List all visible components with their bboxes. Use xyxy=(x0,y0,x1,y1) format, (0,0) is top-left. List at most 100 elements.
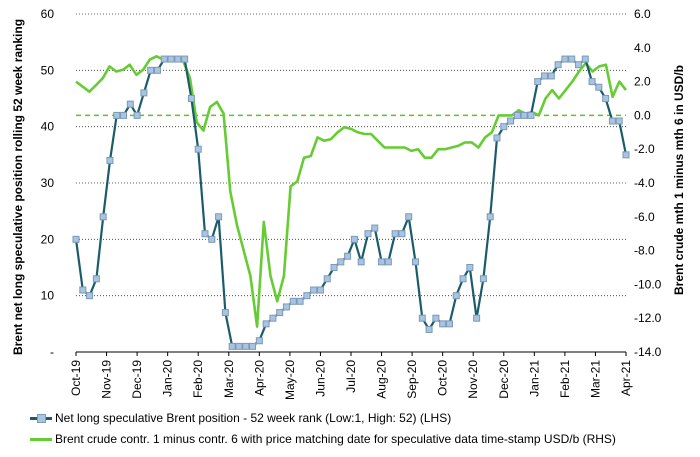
x-tick-label: May-20 xyxy=(283,360,297,400)
lhs-data-point xyxy=(242,342,250,350)
lhs-data-point xyxy=(425,325,433,333)
lhs-data-point xyxy=(574,61,582,69)
x-tick-label: Mar-20 xyxy=(222,360,236,398)
lhs-data-point xyxy=(303,292,311,300)
lhs-data-point xyxy=(554,61,562,69)
lhs-data-point xyxy=(120,111,128,119)
lhs-data-point xyxy=(507,117,515,125)
lhs-data-point xyxy=(452,292,460,300)
x-tick-label: Dec-19 xyxy=(130,360,144,399)
lhs-data-point xyxy=(99,213,107,221)
lhs-data-point xyxy=(289,297,297,305)
lhs-data-point xyxy=(608,117,616,125)
x-tick-label: Oct-20 xyxy=(436,360,450,396)
x-tick-label: Jul-20 xyxy=(344,360,358,393)
lhs-data-point xyxy=(500,123,508,131)
lhs-data-point xyxy=(167,55,175,63)
lhs-data-point xyxy=(350,235,358,243)
lhs-data-point xyxy=(276,309,284,317)
lhs-data-point xyxy=(418,314,426,322)
x-tick-label: Nov-20 xyxy=(466,360,480,399)
lhs-data-point xyxy=(160,55,168,63)
lhs-data-point xyxy=(602,95,610,102)
lhs-data-point xyxy=(520,111,528,119)
lhs-data-point xyxy=(113,111,121,119)
legend: Net long speculative Brent position - 52… xyxy=(30,407,616,449)
y-right-tick-label: -2.0 xyxy=(634,142,655,156)
lhs-data-point xyxy=(432,314,440,322)
x-tick-label: Aug-20 xyxy=(375,360,389,399)
y-right-tick-label: -6.0 xyxy=(634,210,655,224)
lhs-data-point xyxy=(249,342,257,350)
lhs-data-point xyxy=(581,55,589,63)
lhs-data-point xyxy=(126,100,134,108)
lhs-data-point xyxy=(72,235,80,243)
legend-label-lhs: Net long speculative Brent position - 52… xyxy=(55,410,452,425)
lhs-data-point xyxy=(405,213,413,221)
lhs-data-point xyxy=(153,66,161,74)
lhs-data-point xyxy=(561,55,569,63)
lhs-data-point xyxy=(513,111,521,119)
x-tick-label: Mar-21 xyxy=(588,360,602,398)
lhs-data-point xyxy=(541,72,549,80)
y-right-tick-label: 0.0 xyxy=(634,108,651,122)
y-left-axis-title: Brent net long speculative position roll… xyxy=(11,19,25,355)
y-right-tick-labels: -14.0 -12.0 -10.0 -8.0 -6.0 -4.0 -2.0 0.0 2.0 4.0… xyxy=(634,7,662,359)
lhs-data-point xyxy=(187,95,195,102)
lhs-data-point xyxy=(466,264,474,271)
lhs-data-point xyxy=(201,230,209,238)
x-tick-label: Dec-20 xyxy=(497,360,511,399)
lhs-data-point xyxy=(473,314,481,322)
legend-swatch-rhs xyxy=(30,433,52,445)
lhs-data-point xyxy=(439,320,447,328)
lhs-data-point xyxy=(269,314,277,322)
lhs-data-point xyxy=(595,83,603,91)
lhs-data-point xyxy=(316,286,324,294)
lhs-data-point xyxy=(147,66,155,74)
lhs-data-point xyxy=(194,145,202,153)
y-right-tick-label: -10.0 xyxy=(634,277,662,291)
x-tick-label: Nov-19 xyxy=(100,360,114,399)
y-right-tick-label: -4.0 xyxy=(634,176,655,190)
lhs-data-point xyxy=(493,134,501,142)
lhs-data-point xyxy=(296,297,304,305)
legend-swatch-lhs xyxy=(30,412,52,424)
lhs-data-point xyxy=(398,230,406,238)
y-right-tick-label: 6.0 xyxy=(634,7,651,21)
y-left-tick-labels: - 10 20 30 40 50 60 xyxy=(41,7,55,359)
x-tick-label: Jun-20 xyxy=(313,360,327,397)
lhs-data-point xyxy=(323,275,331,283)
x-axis-tick-marks xyxy=(75,352,627,356)
lhs-data-point xyxy=(344,252,352,260)
lhs-data-point xyxy=(262,320,270,328)
lhs-data-point xyxy=(378,258,386,266)
lhs-data-point xyxy=(371,224,379,232)
legend-item-lhs: Net long speculative Brent position - 52… xyxy=(30,407,616,428)
lhs-data-point xyxy=(330,264,338,271)
lhs-data-point xyxy=(445,320,453,328)
lhs-data-point xyxy=(391,230,399,238)
lhs-data-point xyxy=(86,292,94,300)
lhs-data-point xyxy=(364,230,372,238)
x-tick-label: Feb-21 xyxy=(558,360,572,398)
y-left-tick-label: 60 xyxy=(41,7,55,21)
x-tick-label: Apr-20 xyxy=(252,360,266,396)
lhs-data-point xyxy=(221,309,229,317)
lhs-data-point xyxy=(181,55,189,63)
lhs-data-point xyxy=(527,111,535,119)
lhs-data-point xyxy=(282,303,290,311)
y-left-tick-label: 30 xyxy=(41,176,55,190)
lhs-data-point xyxy=(92,275,100,283)
lhs-data-point xyxy=(310,286,318,294)
rhs-series-line xyxy=(75,54,628,328)
lhs-data-point xyxy=(79,286,87,294)
x-tick-label: Apr-21 xyxy=(619,360,633,396)
x-tick-label: Jan-20 xyxy=(161,360,175,397)
y-left-tick-label: - xyxy=(50,345,54,359)
lhs-data-point xyxy=(547,72,555,80)
lhs-data-point xyxy=(228,342,236,350)
legend-item-rhs: Brent crude contr. 1 minus contr. 6 with… xyxy=(30,428,616,449)
y-right-tick-label: -12.0 xyxy=(634,311,662,325)
y-left-tick-label: 10 xyxy=(41,289,55,303)
lhs-data-point xyxy=(534,78,542,86)
